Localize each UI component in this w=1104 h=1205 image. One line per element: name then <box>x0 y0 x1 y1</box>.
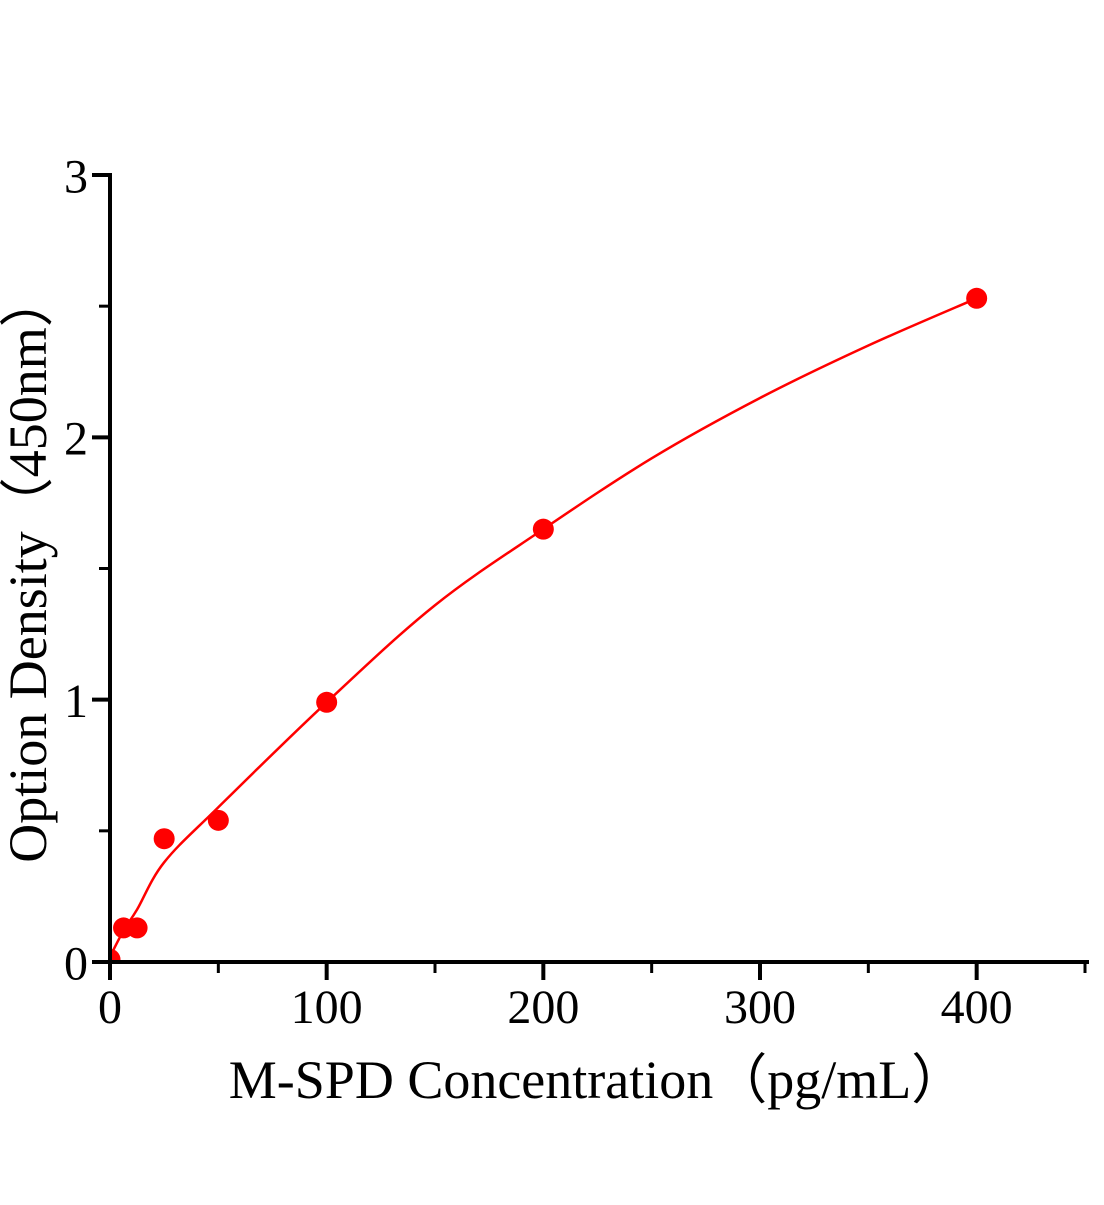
x-tick-label: 300 <box>724 981 796 1034</box>
y-axis-title: Option Density（450nm） <box>0 273 58 863</box>
y-tick-label: 2 <box>64 413 88 466</box>
data-point <box>126 917 148 939</box>
y-tick-label: 1 <box>64 675 88 728</box>
data-point <box>532 518 554 540</box>
y-tick-label: 3 <box>64 150 88 203</box>
x-tick-label: 200 <box>507 981 579 1034</box>
x-tick-label: 400 <box>941 981 1013 1034</box>
y-tick-label: 0 <box>64 937 88 990</box>
data-series-layer <box>108 287 988 962</box>
tick-label-layer: 0 100 200 300 400 0 1 2 3 <box>64 150 1013 1034</box>
fit-curve <box>108 297 978 958</box>
x-tick-label: 0 <box>98 981 122 1034</box>
data-point <box>316 691 338 713</box>
x-axis-title: M-SPD Concentration（pg/mL） <box>229 1050 965 1110</box>
data-point <box>966 287 988 309</box>
x-tick-label: 100 <box>291 981 363 1034</box>
data-point <box>207 809 229 831</box>
axes-layer <box>92 173 1089 980</box>
data-point <box>153 828 175 850</box>
